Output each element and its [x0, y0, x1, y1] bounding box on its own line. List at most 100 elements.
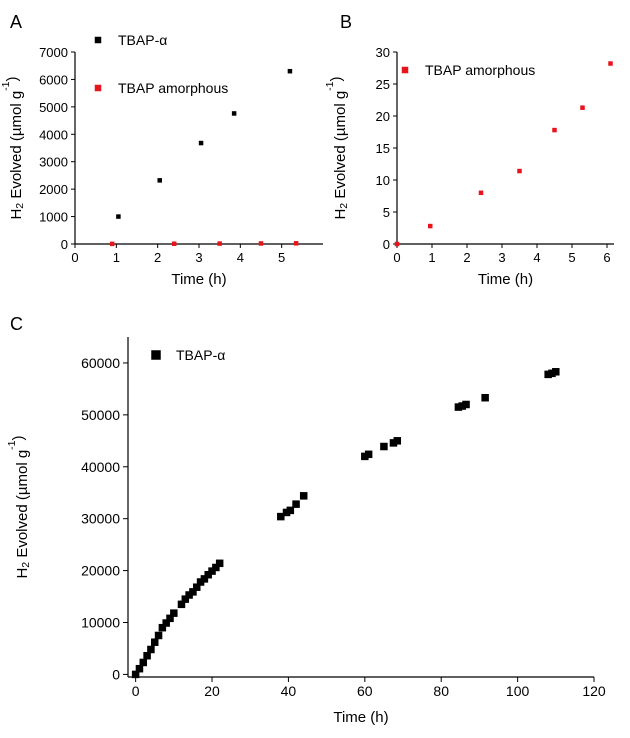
panel-a-y-axis-title-part: 2	[14, 203, 26, 209]
panel-a-y-axis-title-part: )	[4, 76, 21, 81]
panel-c-x-axis-title: Time (h)	[333, 709, 388, 726]
panel-b-series-0-point	[608, 61, 613, 66]
panel-c-series-0-point	[548, 369, 556, 378]
panel-c-series-0-point	[150, 638, 159, 646]
panel-a-y-tick-label: 5000	[39, 100, 68, 115]
panel-c-series-0-point	[389, 439, 398, 447]
panel-b-series-0-point	[552, 127, 557, 133]
panel-c-series-0-point	[286, 506, 295, 515]
panel-c-series-0	[131, 368, 560, 679]
panel-c-series-0-point	[193, 583, 201, 591]
panel-c-series-0-point	[196, 578, 205, 586]
panel-a-y-tick-label: 0	[61, 237, 68, 252]
panel-c-series-0-point	[544, 370, 552, 379]
panel-a-series-0-point	[116, 214, 121, 219]
panel-c-series-0-point	[458, 402, 466, 410]
panel-c-series-0-point	[170, 609, 178, 617]
panel-b-x-tick-label: 6	[603, 250, 610, 265]
panel-a-x-tick-label: 4	[237, 250, 244, 265]
panel-c-y-axis-title-part: )	[10, 435, 27, 440]
panel-b-legend-label: TBAP amorphous	[425, 62, 535, 78]
panel-a-y-axis-title-part: -1	[0, 81, 12, 90]
panel-c-y-tick-label: 10000	[81, 614, 120, 630]
panel-a-y-axis-title: H2 Evolved (µmol g-1)	[0, 76, 26, 219]
panel-c-series-0-point	[552, 368, 560, 376]
panel-a-legend-marker	[94, 36, 102, 44]
panel-c-series-0-point	[135, 664, 144, 673]
panel-b-y-tick-label: 5	[383, 205, 390, 220]
panel-c-series-0-point	[481, 393, 489, 402]
panel-b-y-axis-title-part: Evolved (µmol g	[332, 91, 349, 203]
panel-c-series-0-point	[204, 570, 212, 579]
panel-a-letter: A	[10, 12, 22, 32]
panel-c-series-0-point	[361, 452, 369, 461]
panel-a-y-tick-label: 6000	[39, 72, 68, 87]
panel-a-series-0-point	[157, 178, 162, 183]
panel-a-x-tick-label: 5	[278, 250, 285, 265]
panel-b-x-tick-label: 3	[498, 250, 505, 265]
panel-c-legend-label: TBAP-α	[176, 347, 225, 363]
panel-b-x-tick-label: 0	[393, 250, 400, 265]
panel-c-y-tick-label: 50000	[81, 407, 120, 423]
panel-c-x-tick-label: 120	[582, 683, 606, 699]
panel-b-series-0-point	[580, 105, 585, 110]
panel-c-y-axis-title-part: 2	[20, 562, 32, 568]
panel-c-x-tick-label: 0	[132, 683, 140, 699]
panel-c-series-0-point	[154, 631, 163, 640]
panel-a-series-0-point	[198, 140, 204, 146]
panel-b-legend-marker	[401, 66, 409, 74]
panel-b-series-0-point	[478, 190, 484, 196]
panel-c-series-0-point	[292, 500, 300, 508]
panel-c-series-0-point	[282, 508, 291, 517]
panel-b-y-axis-title-part: -1	[324, 81, 336, 90]
panel-a-series-0-point	[287, 68, 293, 74]
panel-c-series-0-point	[393, 437, 402, 445]
panel-b-x-axis-title: Time (h)	[478, 271, 533, 288]
panel-c-x-tick-label: 100	[506, 683, 530, 699]
panel-a-y-tick-label: 2000	[39, 182, 68, 197]
panel-c-series-0-point	[299, 492, 308, 500]
panel-b-series-0-point	[517, 168, 522, 174]
panel-b-y-tick-label: 30	[376, 45, 390, 60]
panel-b-y-tick-label: 25	[376, 77, 390, 92]
panel-b-y-axis-title-part: 2	[338, 203, 350, 209]
panel-b-letter: B	[340, 12, 352, 32]
panel-c-series-0-point	[158, 623, 167, 632]
panel-b-y-axis-title: H2 Evolved (µmol g-1)	[324, 76, 350, 219]
panel-c-series-0-point	[177, 600, 186, 609]
panel-c-series-0-point	[166, 614, 174, 623]
panel-a-y-tick-label: 4000	[39, 127, 68, 142]
panel-a-series-1-point	[171, 241, 177, 246]
panel-a-x-tick-label: 2	[154, 250, 161, 265]
panel-c-series-0-point	[215, 559, 224, 568]
panel-a-series-1-point	[258, 241, 264, 246]
panel-b-series-0	[394, 61, 613, 247]
panel-c-series-0-point	[200, 575, 209, 583]
panel-b-x-tick-label: 5	[568, 250, 575, 265]
panel-c-series-0-point	[139, 658, 148, 667]
panel-c: C 0 20 40 60 80 100 120 0 10000 20000 30000 40000 500…	[6, 314, 606, 726]
panel-c-x-tick-label: 60	[357, 683, 373, 699]
panel-a-x-axis-title: Time (h)	[171, 271, 226, 288]
panel-c-y-tick-label: 20000	[81, 563, 120, 579]
panel-c-series-0-point	[462, 400, 470, 409]
panel-c-series-0-point	[185, 591, 193, 599]
panel-a-series-0-point	[231, 111, 237, 116]
panel-b-y-tick-label: 15	[376, 141, 390, 156]
panel-b-x-tick-label: 2	[463, 250, 470, 265]
panel-c-series-0-point	[364, 450, 373, 459]
panel-a-legend-marker	[94, 84, 102, 92]
panel-c-x-tick-label: 80	[433, 683, 449, 699]
panel-c-y-axis-title-part: -1	[6, 440, 18, 449]
panel-a-y-axis-title-part: H	[8, 209, 25, 220]
panel-a-legend-label: TBAP amorphous	[118, 80, 228, 96]
panel-b-y-tick-label: 10	[376, 173, 390, 188]
panel-b-y-tick-label: 0	[383, 237, 390, 252]
panel-c-series-0-point	[181, 595, 190, 603]
panel-c-y-tick-label: 40000	[81, 459, 120, 475]
panel-c-y-axis-title-part: Evolved (µmol g	[14, 450, 31, 562]
panel-c-series-0-point	[380, 442, 388, 451]
